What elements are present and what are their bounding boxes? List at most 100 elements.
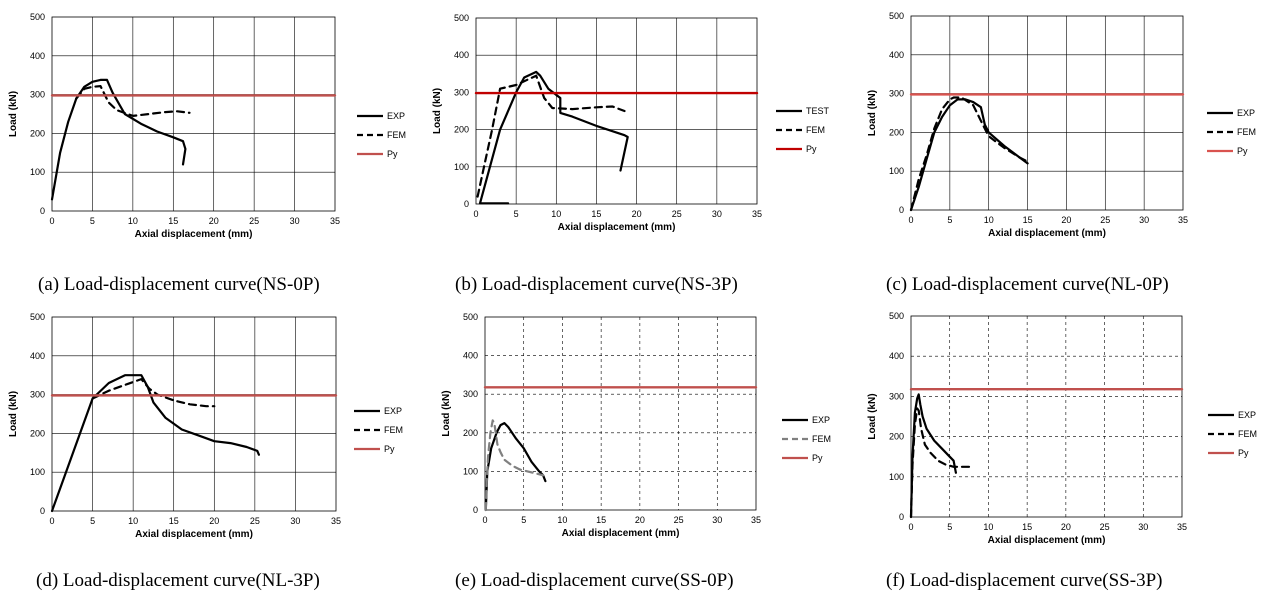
chart-e-ytick-label: 100: [463, 466, 478, 476]
chart-b-ytick-label: 0: [464, 199, 469, 209]
caption-e: (e) Load-displacement curve(SS-0P): [455, 570, 734, 591]
chart-d-xtick-label: 30: [290, 516, 300, 526]
chart-d-series-exp: [50, 374, 260, 513]
chart-b-ytick-label: 200: [454, 125, 469, 135]
chart-e-xtick-label: 25: [674, 515, 684, 525]
chart-f-legend-label-fem: FEM: [1238, 429, 1257, 439]
chart-f-ytick-label: 200: [889, 432, 904, 442]
chart-d-ytick-label: 100: [30, 467, 45, 477]
chart-a-legend-label-exp: EXP: [387, 111, 405, 121]
chart-d-ytick-label: 200: [30, 428, 45, 438]
chart-c-ytick-label: 200: [889, 127, 904, 137]
chart-a-series-exp: [50, 78, 187, 201]
chart-c-series-fem: [909, 96, 1029, 212]
chart-a-ytick-label: 500: [30, 12, 45, 22]
chart-d-y-axis-label: Load (kN): [8, 391, 19, 437]
chart-a-ytick-label: 200: [30, 128, 45, 138]
chart-d-xtick-label: 10: [128, 516, 138, 526]
chart-a-xtick-label: 0: [49, 216, 54, 226]
chart-b-series-test: [478, 70, 629, 205]
chart-b-xtick-label: 35: [752, 209, 762, 219]
chart-e-xtick-label: 35: [751, 515, 761, 525]
chart-c-xtick-label: 30: [1139, 215, 1149, 225]
chart-f-svg: 0 5 10 15 20 25 30 35 0 100 200 300 400 500 Axial disp…: [867, 311, 1257, 546]
chart-panel-e: 0 5 10 15 20 25 30 35 0 100 200 300 400 500 Axial disp…: [424, 305, 844, 605]
chart-b-xtick-label: 15: [591, 209, 601, 219]
chart-b-ytick-label: 300: [454, 87, 469, 97]
chart-f-xtick-label: 15: [1022, 522, 1032, 532]
chart-b-legend-label-test: TEST: [806, 106, 830, 116]
chart-b-svg: 0 5 10 15 20 25 30 35 0 100 200 300 400 500 Axial disp…: [432, 13, 830, 233]
chart-d-xtick-label: 15: [169, 516, 179, 526]
chart-e-xtick-label: 15: [596, 515, 606, 525]
chart-f-series-exp: [909, 393, 958, 519]
chart-c-xtick-label: 0: [908, 215, 913, 225]
chart-a-xtick-label: 10: [128, 216, 138, 226]
chart-e-ytick-label: 500: [463, 312, 478, 322]
chart-f-x-axis-label: Axial displacement (mm): [988, 535, 1106, 546]
chart-d-series-fem: [91, 377, 216, 408]
chart-f-xtick-label: 20: [1061, 522, 1071, 532]
chart-a-xtick-label: 35: [330, 216, 340, 226]
chart-b-xtick-label: 25: [672, 209, 682, 219]
chart-panel-d: 0 5 10 15 20 25 30 35 0 100 200 300 400 500 Axial disp…: [0, 305, 420, 605]
chart-e-x-axis-label: Axial displacement (mm): [562, 528, 680, 539]
chart-c-svg: 0 5 10 15 20 25 30 35 0 100 200 300 400 500 Axial disp…: [867, 11, 1256, 239]
chart-e-xtick-label: 10: [557, 515, 567, 525]
chart-e-xtick-label: 30: [712, 515, 722, 525]
chart-c-legend-label-fem: FEM: [1237, 127, 1256, 137]
chart-d-ytick-label: 300: [30, 390, 45, 400]
chart-a-xtick-label: 25: [249, 216, 259, 226]
chart-f-ytick-label: 300: [889, 391, 904, 401]
chart-panel-b: 0 5 10 15 20 25 30 35 0 100 200 300 400 500 Axial disp…: [424, 0, 844, 300]
chart-b-xtick-label: 0: [473, 209, 478, 219]
chart-f-xtick-label: 5: [947, 522, 952, 532]
chart-c-x-axis-label: Axial displacement (mm): [988, 228, 1106, 239]
chart-a-ytick-label: 400: [30, 51, 45, 61]
chart-f-xtick-label: 35: [1177, 522, 1187, 532]
chart-f-series-fem: [909, 407, 971, 519]
chart-f-xtick-label: 0: [908, 522, 913, 532]
chart-e-legend-label-py: Py: [812, 453, 823, 463]
chart-a-xtick-label: 15: [168, 216, 178, 226]
chart-f-legend-label-py: Py: [1238, 448, 1249, 458]
chart-c-ytick-label: 100: [889, 166, 904, 176]
chart-b-ytick-label: 100: [454, 162, 469, 172]
chart-c-plot-frame: [910, 15, 1184, 211]
chart-d-xtick-label: 35: [331, 516, 341, 526]
chart-e-ytick-label: 400: [463, 351, 478, 361]
chart-f-ytick-label: 0: [899, 512, 904, 522]
chart-e-ytick-label: 0: [473, 505, 478, 515]
chart-c-xtick-label: 5: [947, 215, 952, 225]
chart-e-legend-label-exp: EXP: [812, 415, 830, 425]
chart-b-plot-frame: [475, 17, 758, 205]
chart-a-xtick-label: 20: [209, 216, 219, 226]
chart-c-legend-label-py: Py: [1237, 146, 1248, 156]
chart-panel-f: 0 5 10 15 20 25 30 35 0 100 200 300 400 500 Axial disp…: [850, 305, 1270, 605]
chart-e-svg: 0 5 10 15 20 25 30 35 0 100 200 300 400 500 Axial disp…: [441, 312, 831, 539]
chart-f-ytick-label: 400: [889, 351, 904, 361]
chart-f-ytick-label: 100: [889, 472, 904, 482]
chart-b-xtick-label: 5: [514, 209, 519, 219]
chart-d-svg: 0 5 10 15 20 25 30 35 0 100 200 300 400 500 Axial disp…: [8, 312, 403, 540]
chart-b-legend-label-py: Py: [806, 144, 817, 154]
chart-e-xtick-label: 20: [635, 515, 645, 525]
chart-c-ytick-label: 300: [889, 89, 904, 99]
caption-d: (d) Load-displacement curve(NL-3P): [36, 570, 320, 591]
chart-b-xtick-label: 30: [712, 209, 722, 219]
chart-c-xtick-label: 15: [1023, 215, 1033, 225]
chart-e-ytick-label: 200: [463, 428, 478, 438]
chart-c-xtick-label: 20: [1061, 215, 1071, 225]
chart-d-legend-label-py: Py: [384, 444, 395, 454]
chart-f-ytick-label: 500: [889, 311, 904, 321]
chart-d-ytick-label: 400: [30, 351, 45, 361]
chart-b-ytick-label: 400: [454, 50, 469, 60]
chart-d-ytick-label: 0: [40, 506, 45, 516]
chart-a-ytick-label: 100: [30, 167, 45, 177]
caption-f: (f) Load-displacement curve(SS-3P): [886, 570, 1163, 591]
chart-d-xtick-label: 0: [49, 516, 54, 526]
chart-d-xtick-label: 25: [250, 516, 260, 526]
chart-a-y-axis-label: Load (kN): [8, 91, 19, 137]
chart-d-legend-label-fem: FEM: [384, 425, 403, 435]
chart-d-xtick-label: 5: [90, 516, 95, 526]
